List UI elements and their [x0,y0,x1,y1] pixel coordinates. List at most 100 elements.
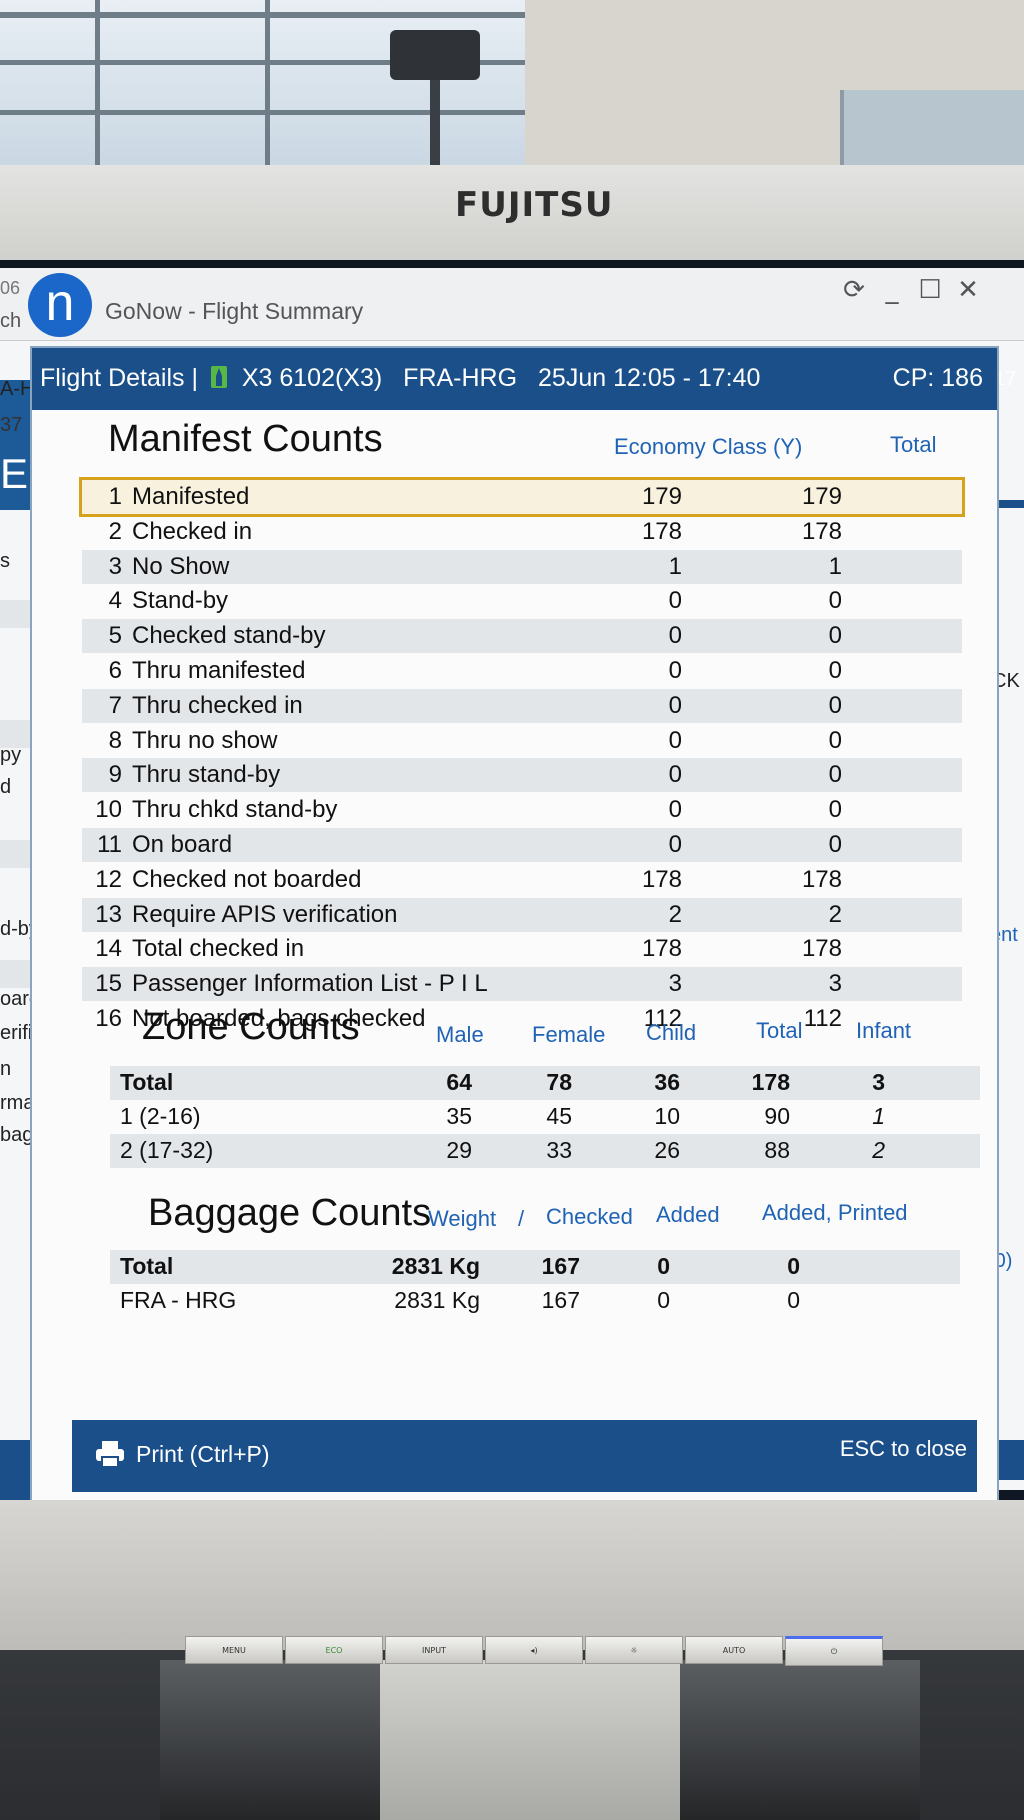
baggage-label-cell: Total [120,1253,174,1279]
manifest-row-label: Checked in [132,517,253,545]
ceiling-beam [0,12,525,18]
zone-header-total: Total [756,1018,803,1043]
monitor-brand: FUJITSU [455,185,614,225]
baggage-added-cell: 0 [657,1287,670,1313]
manifest-row[interactable]: 7 Thru checked in 0 0 [82,688,962,723]
manifest-row-number: 4 [108,587,122,615]
manifest-row-number: 11 [97,831,122,858]
zone-child-cell: 10 [654,1103,680,1129]
edge-text: 06 [0,278,21,298]
manifest-economy-value: 2 [668,900,682,928]
app-title: GoNow - Flight Summary [105,298,364,324]
manifest-row-label: Passenger Information List - P I L [132,970,488,998]
manifest-total-value: 3 [828,970,842,998]
manifest-economy-value: 0 [668,691,682,719]
manifest-row-label: Checked stand-by [132,622,326,650]
minimize-icon[interactable]: _ [885,275,899,305]
brightness-button[interactable]: ☼ [585,1636,683,1664]
power-button[interactable]: ⏻ [785,1636,883,1666]
manifest-row-number: 15 [95,970,122,998]
manifest-row[interactable]: 12 Checked not boarded 178 178 [82,863,962,897]
manifest-economy-value: 3 [668,970,682,998]
menu-button[interactable]: MENU [185,1636,283,1664]
manifest-row[interactable]: 5 Checked stand-by 0 0 [82,619,962,654]
zone-label-cell: 2 (17-32) [120,1137,214,1163]
manifest-total-value: 0 [828,726,842,754]
manifest-row[interactable]: 13 Require APIS verification 2 2 [82,897,962,932]
manifest-economy-value: 112 [643,1005,682,1032]
close-icon[interactable]: ✕ [957,275,979,305]
edge-text: 17 [994,368,1017,390]
baggage-label-cell: FRA - HRG [120,1287,237,1313]
manifest-row[interactable]: 4 Stand-by 0 0 [82,584,962,618]
manifest-economy-value: 0 [668,657,682,684]
manifest-row-label: Thru manifested [132,657,306,684]
manifest-row[interactable]: 3 No Show 1 1 [82,549,962,584]
manifest-economy-value: 0 [668,796,682,824]
esc-to-close[interactable]: ESC to close [839,1436,967,1461]
baggage-printed-cell: 0 [787,1287,800,1313]
manifest-row-number: 1 [108,483,122,510]
zone-infant-cell: 3 [872,1069,885,1095]
edge-text: py [0,744,22,766]
manifest-row-label: On board [132,831,233,858]
manifest-row[interactable]: 6 Thru manifested 0 0 [82,654,962,688]
print-label: Print (Ctrl+P) [136,1440,270,1467]
manifest-row-label: No Show [132,552,230,580]
eco-button[interactable]: ECO [285,1636,383,1664]
manifest-row-number: 7 [108,691,122,719]
manifest-row[interactable]: 2 Checked in 178 178 [82,515,962,549]
manifest-row[interactable]: 1 Manifested 179 179 [79,477,965,517]
manifest-row-label: Checked not boarded [132,865,362,893]
volume-button[interactable]: ◂) [485,1636,583,1664]
manifest-row[interactable]: 11 On board 0 0 [82,828,962,862]
manifest-row[interactable]: 16 Not boarded, bags checked 112 112 [82,1002,962,1036]
baggage-header-slash: / [518,1206,525,1231]
edge-text: E [0,450,29,497]
edge-text: d-by [0,918,39,940]
baggage-header-checked: Checked [546,1204,633,1229]
manifest-row[interactable]: 14 Total checked in 178 178 [82,932,962,966]
manifest-row-number: 8 [108,726,122,754]
monitor-bezel-top [0,165,1024,265]
zone-male-cell: 29 [446,1137,472,1163]
manifest-economy-value: 178 [641,865,682,893]
economy-class-header: Economy Class (Y) [614,434,803,459]
zone-total-cell: 90 [764,1103,790,1129]
ceiling-beam [0,110,525,115]
auto-button[interactable]: AUTO [685,1636,783,1664]
app-titlebar [0,268,1024,341]
manifest-row[interactable]: 8 Thru no show 0 0 [82,724,962,758]
manifest-row[interactable]: 10 Thru chkd stand-by 0 0 [82,793,962,827]
edge-text: ch [0,310,22,332]
manifest-row[interactable]: 15 Passenger Information List - P I L 3 3 [82,967,962,1002]
maximize-icon[interactable]: ☐ [918,275,942,305]
manifest-row-number: 2 [108,517,122,545]
manifest-total-value: 112 [803,1005,842,1032]
zone-header-infant: Infant [856,1018,912,1043]
manifest-economy-value: 0 [668,726,682,754]
flight-details-label: Flight Details | [40,364,198,392]
printer-icon [96,1441,124,1468]
manifest-total-value: 1 [828,552,842,580]
ceiling-beam [95,0,100,170]
manifest-economy-value: 0 [668,622,682,650]
edge-text: CK [992,670,1020,692]
manifest-row-number: 6 [108,657,122,684]
manifest-row-label: Thru chkd stand-by [132,796,338,824]
manifest-row[interactable]: 9 Thru stand-by 0 0 [82,758,962,793]
zone-header-male: Male [436,1022,484,1047]
print-button[interactable]: Print (Ctrl+P) [94,1440,270,1468]
total-header: Total [890,432,937,457]
manifest-row-label: Manifested [132,483,250,510]
baggage-row: Total 2831 Kg 167 0 0 [110,1250,960,1284]
zone-infant-cell: 1 [872,1103,885,1129]
input-button[interactable]: INPUT [385,1636,483,1664]
zone-male-cell: 35 [446,1103,472,1129]
zone-row: 2 (17-32) 29 33 26 88 2 [110,1134,980,1168]
refresh-icon[interactable]: ⟳ [843,275,865,305]
manifest-total-value: 0 [828,657,842,684]
manifest-row-number: 10 [95,796,122,824]
baggage-printed-cell: 0 [787,1253,800,1279]
dialog-header: Flight Details | X3 6102(X3) FRA-HRG 25J… [32,348,997,410]
